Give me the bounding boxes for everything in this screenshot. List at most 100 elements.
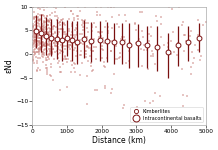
Point [38,31,42,33]
Point [71,31,74,33]
Point [73,63,77,65]
Point [47,44,51,46]
Point [48,28,51,30]
Point [41,29,45,31]
Point [39,14,42,17]
Point [47,43,51,45]
Point [66,57,70,60]
Point [46,31,49,34]
Point [49,53,52,56]
Point [52,42,56,44]
Point [33,41,37,43]
Point [33,40,37,42]
Point [53,11,57,13]
Point [97,31,101,33]
Point [40,38,44,40]
Point [85,21,88,24]
Point [48,41,51,44]
Point [38,36,42,39]
Point [32,16,36,18]
Point [51,39,54,41]
Point [56,45,59,48]
Point [67,28,71,30]
Point [75,28,79,30]
Point [58,22,61,24]
Point [41,41,44,43]
Point [40,42,43,44]
Point [49,18,52,21]
Point [42,6,46,8]
Point [110,27,114,30]
Point [35,42,38,45]
Point [36,34,39,37]
Point [123,39,127,41]
Point [33,35,37,38]
Point [189,72,192,75]
Point [135,106,139,108]
Point [31,27,35,30]
Point [47,53,51,56]
Point [37,25,41,27]
Point [33,32,37,34]
Point [42,20,45,22]
Point [146,67,150,70]
Point [92,50,95,52]
Point [160,16,163,18]
Point [63,48,66,50]
Point [60,40,63,43]
Point [44,36,48,38]
Point [48,18,52,20]
Point [63,44,66,47]
Point [39,8,42,10]
Point [57,42,60,45]
Point [51,27,54,30]
Point [65,34,68,36]
Point [42,32,45,34]
Point [40,28,43,30]
Point [36,13,39,16]
Point [53,42,56,44]
Point [34,23,38,26]
Point [120,42,124,45]
Point [73,71,77,73]
Point [58,49,62,51]
Point [74,55,78,57]
Point [61,31,65,33]
Point [78,33,81,35]
Point [49,46,53,48]
Point [188,44,191,46]
Point [190,51,194,54]
Point [46,42,49,45]
Point [32,18,35,21]
Point [52,79,55,81]
Point [39,38,43,40]
Point [85,45,89,47]
Point [75,42,78,45]
Point [60,46,63,49]
Point [48,14,51,17]
Point [149,55,152,57]
Point [76,15,79,18]
Point [63,6,67,8]
Point [84,56,87,58]
Point [198,58,201,61]
Point [60,28,63,30]
Point [56,53,59,55]
Point [72,67,76,69]
Point [48,74,52,77]
Point [89,61,93,64]
Point [44,58,48,61]
Point [47,21,50,23]
Point [46,44,49,46]
Point [97,36,100,38]
Point [117,14,120,16]
Point [60,50,63,52]
Point [49,39,52,42]
Point [80,62,83,64]
Point [41,45,45,47]
Point [184,39,188,42]
Point [34,56,38,59]
Point [43,43,46,46]
Point [52,25,56,27]
Point [33,48,36,51]
